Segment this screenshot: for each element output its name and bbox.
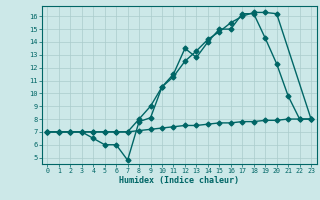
X-axis label: Humidex (Indice chaleur): Humidex (Indice chaleur)	[119, 176, 239, 185]
